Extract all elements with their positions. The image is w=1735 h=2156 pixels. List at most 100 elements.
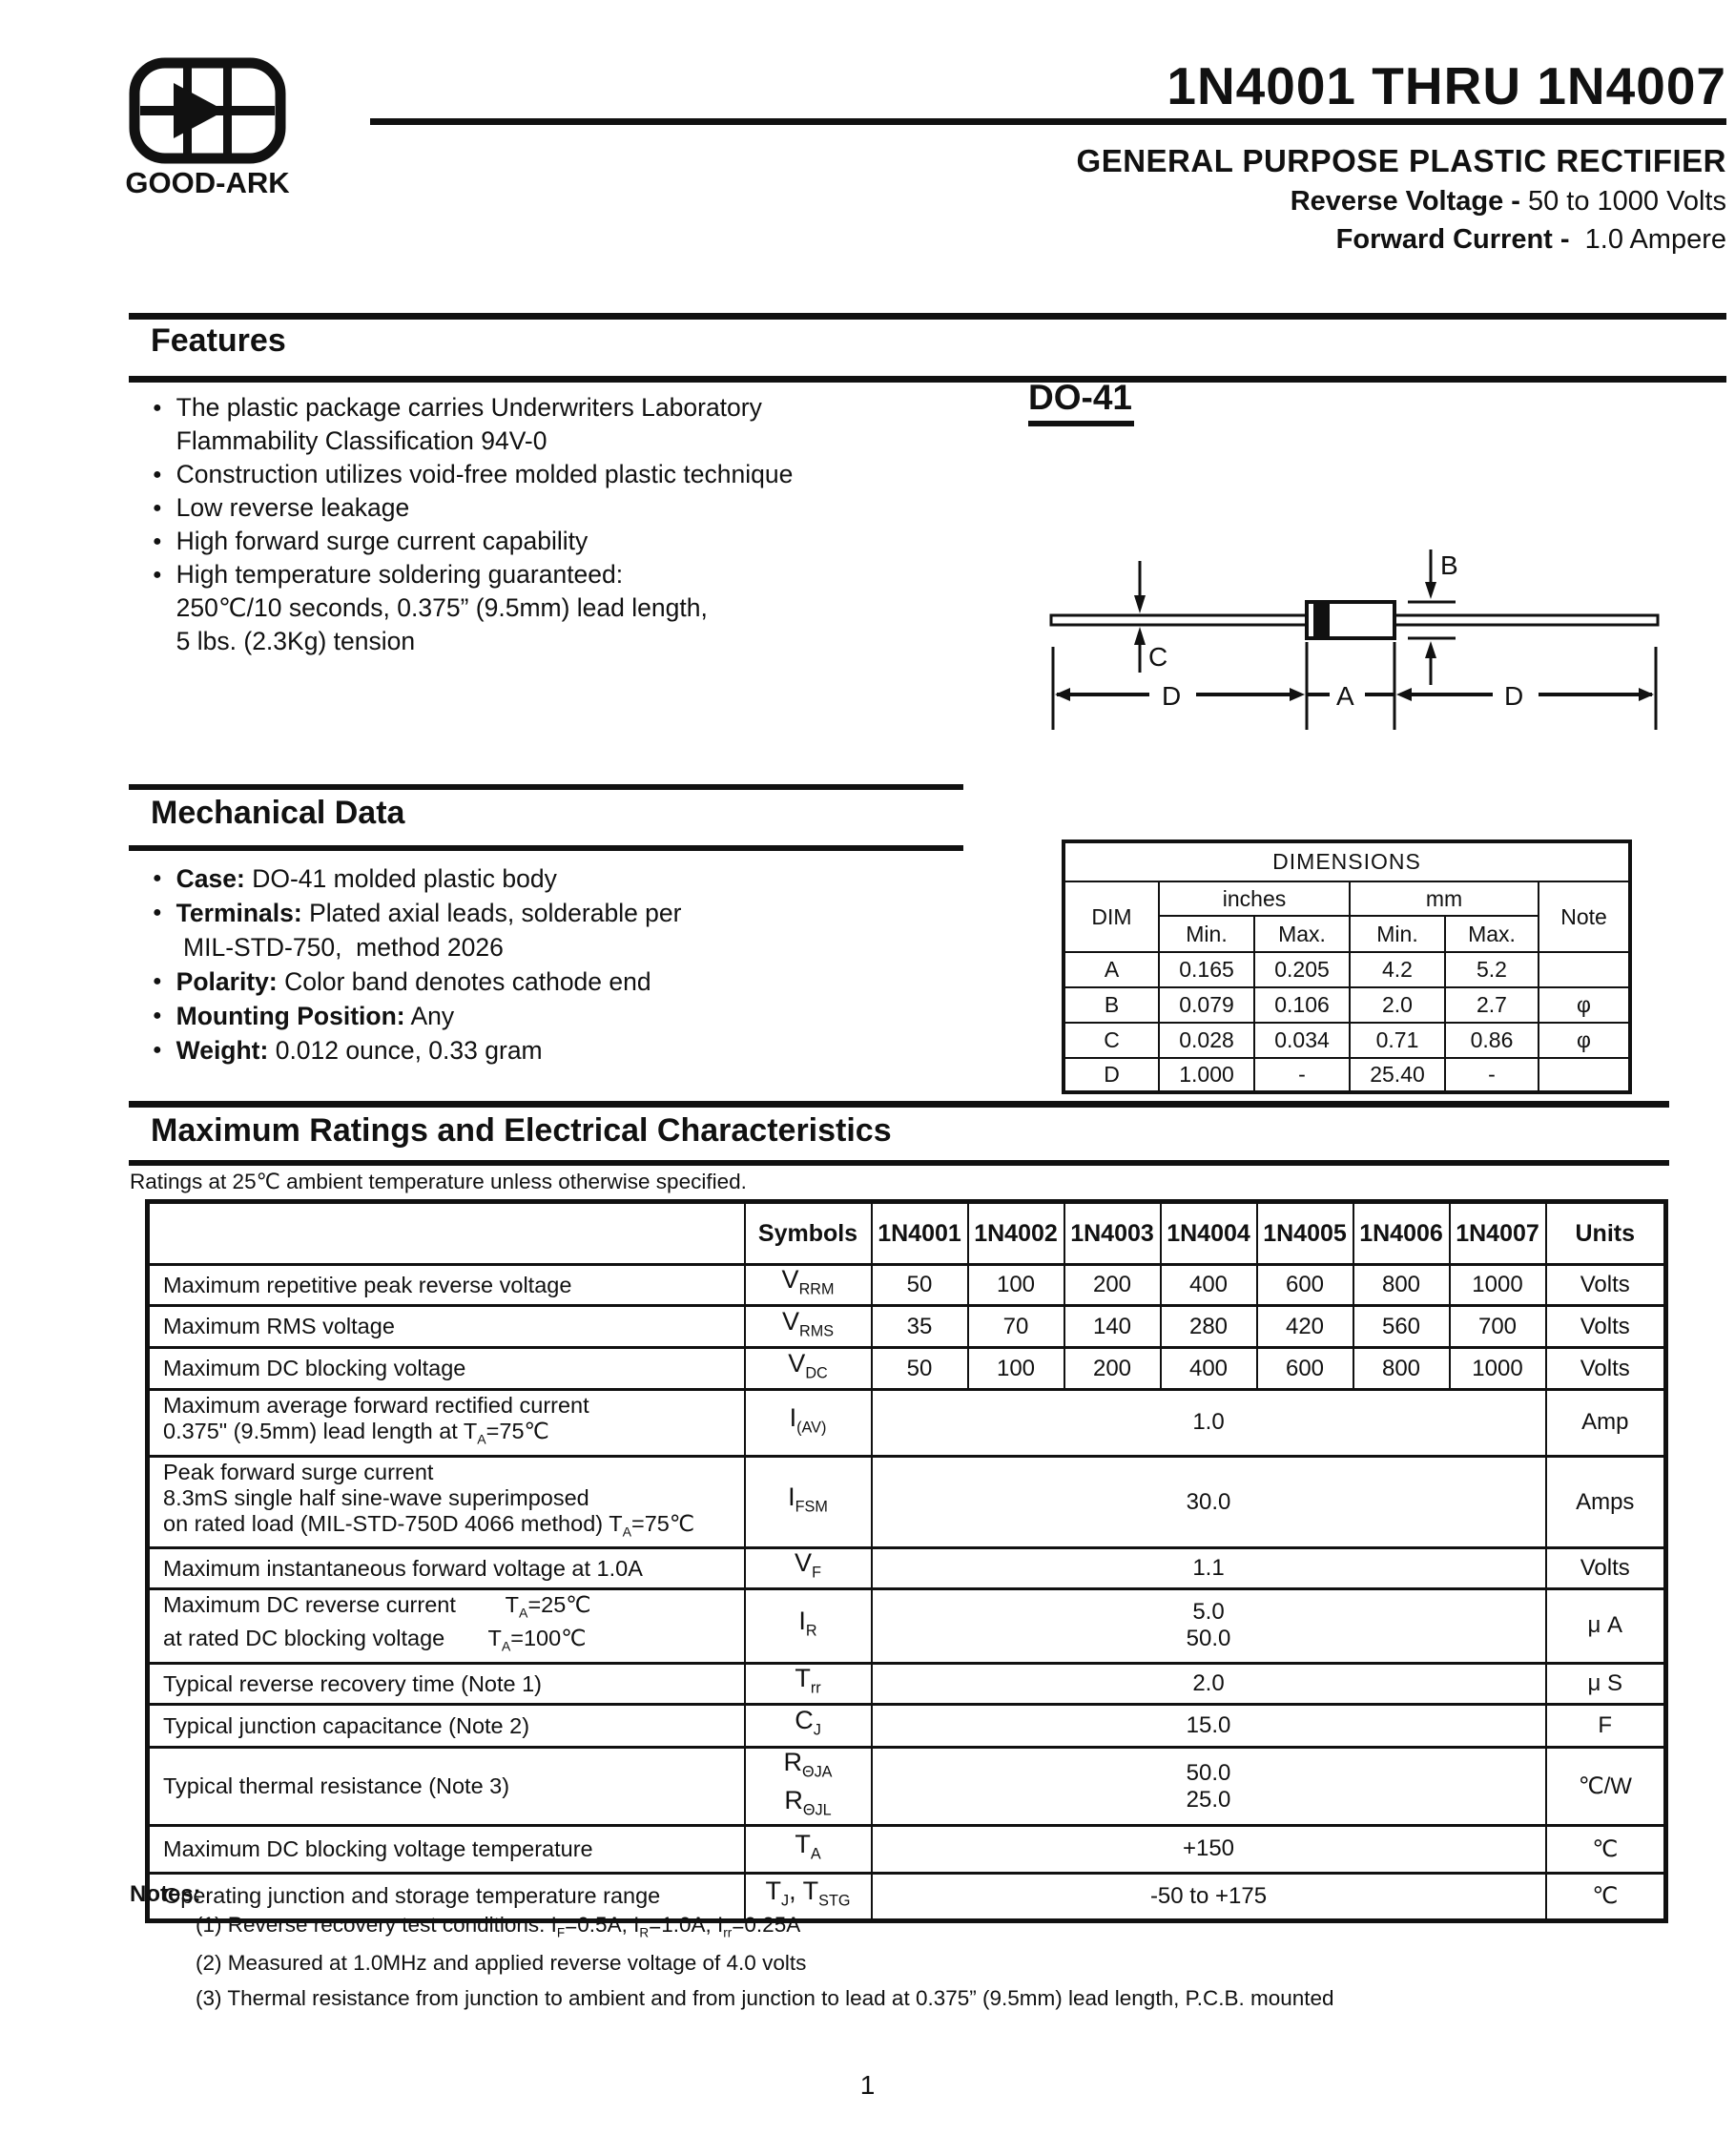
- value-cell: 5.0 50.0: [870, 1586, 1547, 1666]
- value-cell: 800: [1352, 1346, 1451, 1391]
- mechanical-rule-bottom: [129, 845, 963, 851]
- mechanical-heading: Mechanical Data: [151, 795, 405, 831]
- symbol-cell: Trr: [743, 1662, 873, 1707]
- value-cell: 35: [870, 1304, 969, 1349]
- note-cell: [1537, 951, 1632, 988]
- value-cell: 25.40: [1349, 1057, 1446, 1093]
- value-cell: 0.079: [1158, 986, 1255, 1024]
- value-cell: -: [1444, 1057, 1539, 1093]
- units-cell: ℃: [1544, 1823, 1667, 1875]
- part-header: 1N4002: [966, 1200, 1065, 1266]
- feature-text: Low reverse leakage: [176, 493, 410, 522]
- units-cell: ℃/W: [1544, 1746, 1667, 1827]
- feature-text: Construction utilizes void-free molded p…: [176, 460, 794, 488]
- list-item: ● Polarity: Color band denotes cathode en…: [153, 964, 1011, 999]
- list-item: ● Case: DO-41 molded plastic body: [153, 861, 1011, 896]
- forward-current-label: Forward Current -: [1335, 224, 1570, 255]
- param-cell: Maximum RMS voltage: [146, 1304, 746, 1349]
- value-cell: 50: [870, 1263, 969, 1307]
- bullet-icon: ●: [153, 1007, 162, 1024]
- value-cell: 50.0 25.0: [870, 1746, 1547, 1827]
- title-divider: [370, 118, 1726, 125]
- dim-cell: C: [1063, 1022, 1160, 1059]
- min-header: Min.: [1349, 915, 1446, 953]
- symbol-cell: VDC: [743, 1346, 873, 1391]
- param-cell: Typical thermal resistance (Note 3): [146, 1746, 746, 1827]
- list-item: ● Mounting Position: Any: [153, 999, 1011, 1033]
- note-cell: [1537, 1057, 1632, 1093]
- param-cell: Typical reverse recovery time (Note 1): [146, 1662, 746, 1707]
- table-row: Maximum RMS voltage VRMS 35 70 140 280 4…: [146, 1304, 1667, 1349]
- value-cell: 1.1: [870, 1546, 1547, 1590]
- header-title-block: 1N4001 THRU 1N4007: [391, 57, 1726, 114]
- forward-current-value: 1.0 Ampere: [1569, 224, 1726, 255]
- value-cell: 0.86: [1444, 1022, 1539, 1059]
- header-subtitle-block: GENERAL PURPOSE PLASTIC RECTIFIER Revers…: [391, 132, 1726, 256]
- units-cell: Volts: [1544, 1263, 1667, 1307]
- note-cell: φ: [1537, 986, 1632, 1024]
- note-cell: φ: [1537, 1022, 1632, 1059]
- list-item: ● The plastic package carries Underwriter…: [153, 391, 963, 458]
- value-cell: 280: [1159, 1304, 1258, 1349]
- param-cell: Maximum DC blocking voltage: [146, 1346, 746, 1391]
- list-item: ● Terminals: Plated axial leads, solderab…: [153, 896, 1011, 964]
- notes-list: (1) Reverse recovery test conditions: IF…: [196, 1913, 1579, 2021]
- feature-text: High forward surge current capability: [176, 527, 589, 555]
- value-cell: 5.2: [1444, 951, 1539, 988]
- value-cell: 0.205: [1253, 951, 1351, 988]
- list-item: ● High temperature soldering guaranteed: …: [153, 558, 963, 658]
- value-cell: 15.0: [870, 1703, 1547, 1750]
- table-row: Maximum DC blocking voltage VDC 50 100 2…: [146, 1346, 1667, 1391]
- page-number: 1: [859, 2070, 876, 2100]
- list-item: ● High forward surge current capability: [153, 525, 963, 558]
- units-cell: ℃: [1544, 1871, 1667, 1922]
- mech-text: Color band denotes cathode end: [277, 967, 651, 996]
- features-list: ● The plastic package carries Underwriter…: [153, 391, 963, 658]
- bullet-icon: ●: [153, 870, 162, 886]
- feature-text: The plastic package carries Underwriters…: [176, 393, 762, 455]
- package-label: DO-41: [1028, 378, 1134, 426]
- page-title: 1N4001 THRU 1N4007: [1167, 56, 1726, 115]
- value-cell: -: [1253, 1057, 1351, 1093]
- value-cell: 400: [1159, 1346, 1258, 1391]
- units-cell: Amps: [1544, 1454, 1667, 1550]
- ratings-heading: Maximum Ratings and Electrical Character…: [151, 1112, 892, 1149]
- ratings-table: Symbols 1N4001 1N4002 1N4003 1N4004 1N40…: [145, 1199, 1668, 1923]
- table-row: Typical reverse recovery time (Note 1) T…: [146, 1662, 1667, 1707]
- value-cell: 100: [966, 1346, 1065, 1391]
- value-cell: 600: [1255, 1346, 1354, 1391]
- mech-text: DO-41 molded plastic body: [244, 864, 557, 893]
- param-cell: Peak forward surge current 8.3mS single …: [146, 1454, 746, 1550]
- mech-label: Terminals:: [176, 899, 302, 927]
- mechanical-rule-top: [129, 784, 963, 790]
- brand-name: GOOD-ARK: [125, 166, 290, 199]
- value-cell: 4.2: [1349, 951, 1446, 988]
- mech-label: Weight:: [176, 1036, 269, 1065]
- value-cell: 800: [1352, 1263, 1451, 1307]
- value-cell: 1.000: [1158, 1057, 1255, 1093]
- value-cell: 70: [966, 1304, 1065, 1349]
- symbol-cell: IR: [743, 1586, 873, 1666]
- value-cell: 700: [1448, 1304, 1547, 1349]
- mechanical-list: ● Case: DO-41 molded plastic body ● Termin…: [153, 861, 1011, 1068]
- value-cell: 600: [1255, 1263, 1354, 1307]
- table-row: C 0.028 0.034 0.71 0.86 φ: [1063, 1022, 1632, 1059]
- bullet-icon: ●: [153, 400, 162, 416]
- part-header: 1N4004: [1159, 1200, 1258, 1266]
- dim-label-b: B: [1440, 550, 1458, 580]
- units-cell: Volts: [1544, 1304, 1667, 1349]
- goodark-logo-icon: [129, 57, 286, 164]
- reverse-voltage-line: Reverse Voltage - 50 to 1000 Volts: [391, 186, 1726, 218]
- dim-col-header: DIM: [1063, 881, 1160, 953]
- mech-text: Plated axial leads, solderable per MIL-S…: [183, 899, 682, 962]
- symbol-cell: TA: [743, 1823, 873, 1875]
- value-cell: 1000: [1448, 1346, 1547, 1391]
- value-cell: 2.7: [1444, 986, 1539, 1024]
- table-row: Maximum DC blocking voltage temperature …: [146, 1823, 1667, 1875]
- bullet-icon: ●: [153, 1042, 162, 1058]
- reverse-voltage-value: 50 to 1000 Volts: [1519, 186, 1726, 217]
- units-cell: Volts: [1544, 1546, 1667, 1590]
- mech-text: Any: [404, 1002, 455, 1030]
- max-header: Max.: [1253, 915, 1351, 953]
- symbol-cell: I(AV): [743, 1388, 873, 1458]
